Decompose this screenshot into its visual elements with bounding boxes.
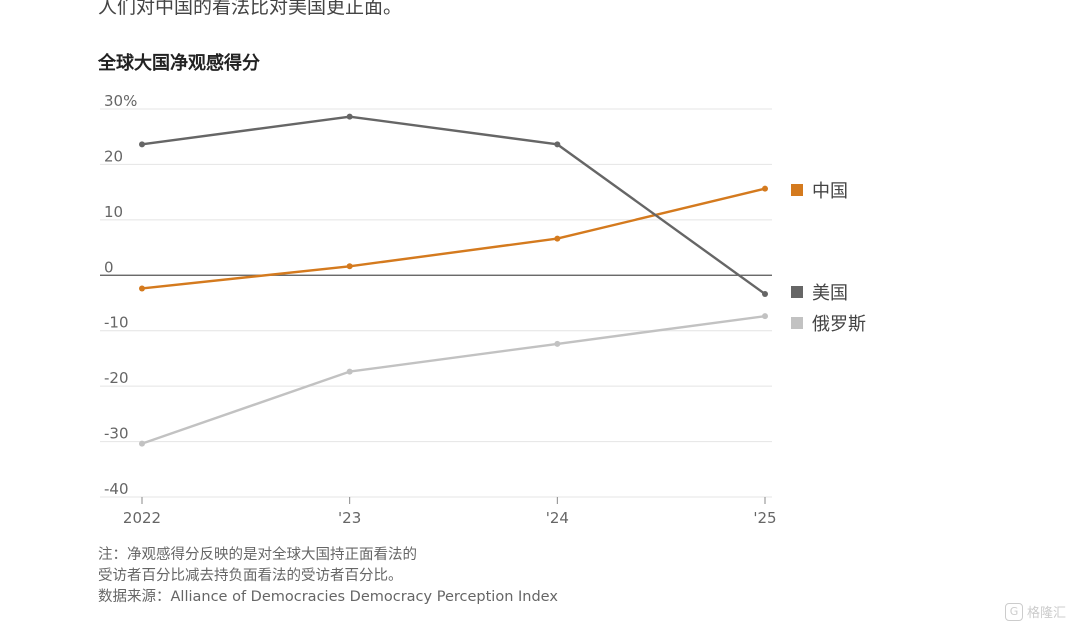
data-point [139, 141, 145, 148]
y-axis-tick-labels: 30% 20 10 0 -10 -20 -30 -40 [104, 92, 137, 498]
watermark: G 格隆汇 [1004, 602, 1066, 621]
data-point [762, 185, 768, 192]
watermark-text: 格隆汇 [1026, 606, 1066, 621]
data-point [554, 141, 561, 148]
data-point [762, 313, 768, 320]
y-tick-label: -30 [104, 425, 129, 443]
data-point [762, 291, 768, 297]
y-tick-label: -40 [104, 480, 129, 498]
x-tick-label: 2022 [123, 509, 161, 527]
x-tick-label: '23 [338, 509, 361, 527]
chart-title: 全球大国净观感得分 [98, 53, 260, 74]
note-line-2: 受访者百分比减去持负面看法的受访者百分比。 [98, 568, 403, 584]
y-tick-label: -10 [104, 314, 129, 332]
x-tick-label: '24 [546, 509, 569, 527]
legend-label: 中国 [812, 181, 848, 202]
y-tick-label: 10 [104, 203, 123, 221]
x-axis-tick-labels: 2022 '23 '24 '25 [123, 497, 777, 527]
legend-label: 俄罗斯 [812, 314, 866, 335]
series-line [141, 187, 766, 290]
legend-swatch [791, 317, 803, 329]
data-point [346, 113, 353, 120]
y-tick-label: -20 [104, 369, 129, 387]
data-point [554, 340, 561, 347]
legend-swatch [791, 286, 803, 298]
data-point [554, 235, 561, 242]
x-tick-label: '25 [753, 509, 776, 527]
data-point [346, 368, 353, 375]
y-tick-label: 30% [104, 92, 137, 110]
gelonghui-logo-icon: G [1004, 602, 1023, 621]
data-point [139, 285, 145, 292]
source-note: 数据来源：Alliance of Democracies Democracy P… [98, 589, 558, 605]
data-point [346, 263, 353, 270]
y-tick-label: 20 [104, 147, 123, 165]
y-tick-label: 0 [104, 258, 114, 276]
grid-lines [100, 108, 772, 498]
footnotes: 注：净观感得分反映的是对全球大国持正面看法的 受访者百分比减去持负面看法的受访者… [98, 545, 558, 608]
series-lines [139, 113, 768, 447]
series-line [141, 314, 766, 445]
headline: 人们对中国的看法比对美国更正面。 [98, 0, 403, 18]
legend-swatch [791, 184, 803, 196]
legend-label: 美国 [812, 283, 848, 304]
series-line [141, 115, 766, 295]
data-point [139, 440, 145, 447]
note-line-1: 注：净观感得分反映的是对全球大国持正面看法的 [98, 547, 417, 563]
